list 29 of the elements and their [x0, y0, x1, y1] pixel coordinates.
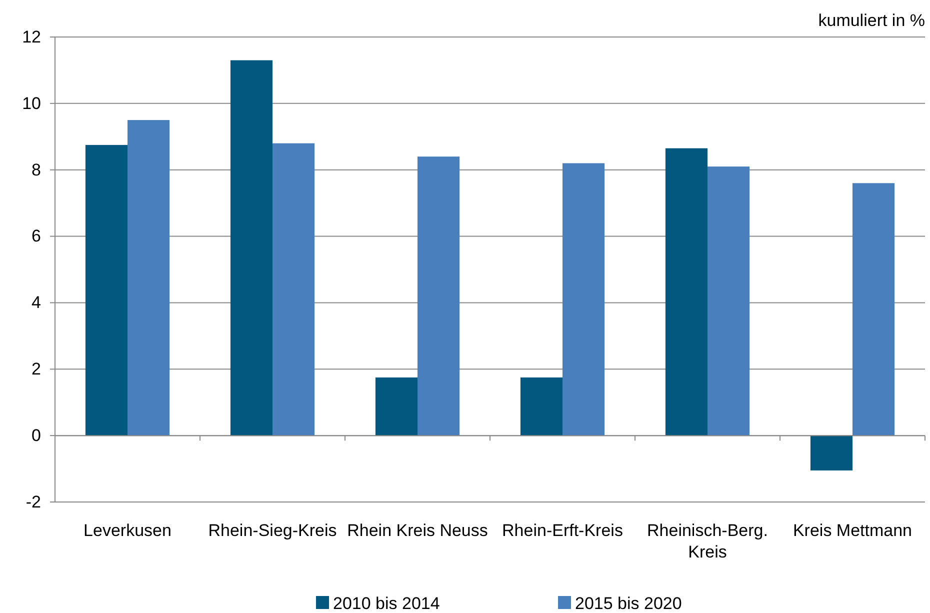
y-tick-label: 2 — [32, 360, 41, 379]
y-tick-label: 6 — [32, 226, 41, 246]
legend-label: 2010 bis 2014 — [333, 594, 440, 613]
y-tick-label: 8 — [32, 160, 41, 180]
y-tick-label: 0 — [32, 426, 41, 446]
bar — [272, 143, 315, 436]
bar — [85, 144, 128, 436]
bar — [708, 166, 750, 436]
y-tick-label: 4 — [32, 293, 41, 312]
x-tick-label: Kreis Mettmann — [792, 521, 912, 540]
bar — [128, 120, 170, 436]
y-tick-label: 12 — [22, 27, 41, 46]
y-tick-label: -2 — [26, 492, 41, 512]
x-tick-label: Rhein-Sieg-Kreis — [208, 521, 337, 540]
y-axis-title: kumuliert in % — [818, 11, 925, 30]
bar — [520, 377, 562, 436]
bar — [665, 148, 708, 436]
x-tick-label: Rheinisch-Berg. Kreis — [647, 521, 768, 562]
bar — [810, 436, 852, 470]
x-tick-label: Rhein-Erft-Kreis — [502, 521, 623, 540]
y-tick-label: 10 — [22, 94, 41, 113]
x-tick-label: Rhein Kreis Neuss — [347, 521, 488, 540]
bar — [375, 377, 418, 436]
bar — [562, 163, 605, 436]
bar — [418, 156, 460, 436]
legend-label: 2015 bis 2020 — [575, 594, 682, 613]
x-tick-label: Leverkusen — [84, 521, 172, 540]
bar — [852, 183, 895, 436]
bar — [230, 60, 272, 436]
